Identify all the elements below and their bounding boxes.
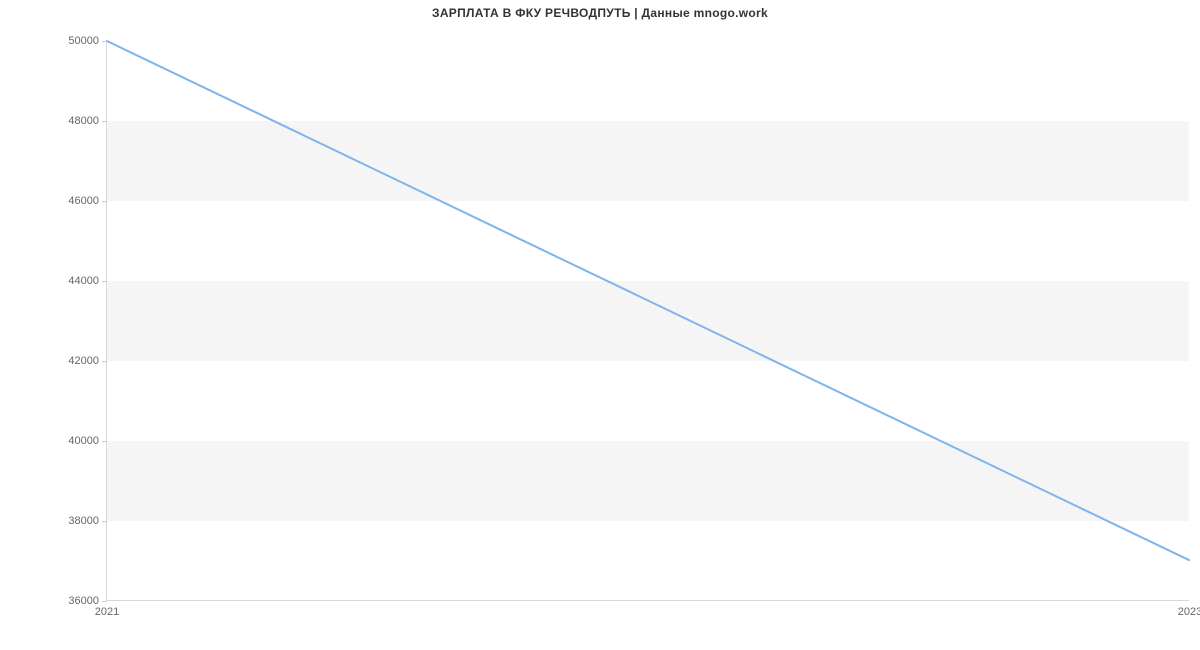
series-line-salary <box>107 41 1189 560</box>
x-tick-label: 2023 <box>1178 606 1200 618</box>
y-tick-mark <box>102 361 107 362</box>
x-tick-label: 2021 <box>95 606 119 618</box>
salary-line-chart: ЗАРПЛАТА В ФКУ РЕЧВОДПУТЬ | Данные mnogo… <box>0 0 1200 650</box>
y-tick-mark <box>102 521 107 522</box>
y-tick-label: 44000 <box>68 275 99 287</box>
y-tick-label: 42000 <box>68 355 99 367</box>
y-tick-label: 46000 <box>68 195 99 207</box>
y-tick-label: 38000 <box>68 515 99 527</box>
y-tick-mark <box>102 41 107 42</box>
y-tick-mark <box>102 121 107 122</box>
y-tick-label: 50000 <box>68 35 99 47</box>
y-tick-mark <box>102 441 107 442</box>
plot-area: 3600038000400004200044000460004800050000… <box>106 41 1189 601</box>
y-tick-mark <box>102 201 107 202</box>
y-tick-mark <box>102 601 107 602</box>
chart-title: ЗАРПЛАТА В ФКУ РЕЧВОДПУТЬ | Данные mnogo… <box>0 6 1200 20</box>
y-tick-label: 40000 <box>68 435 99 447</box>
y-tick-mark <box>102 281 107 282</box>
y-tick-label: 48000 <box>68 115 99 127</box>
line-layer <box>107 41 1189 600</box>
